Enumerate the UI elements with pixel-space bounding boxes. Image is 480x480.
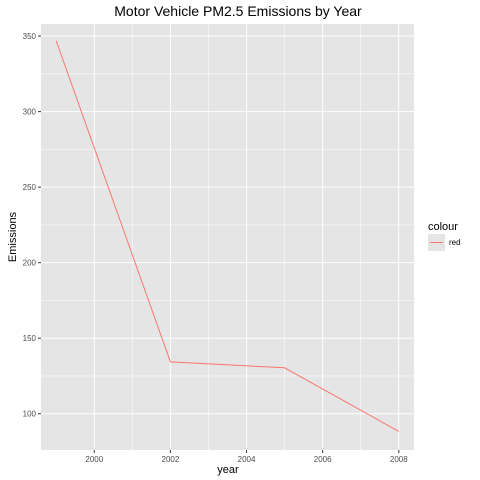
plot-panel <box>41 24 414 450</box>
x-tick-label: 2008 <box>390 455 408 464</box>
legend-label: red <box>449 238 461 247</box>
legend: colour red <box>428 221 461 251</box>
series-lines <box>55 40 400 432</box>
x-tick-label: 2000 <box>85 455 103 464</box>
x-tick-label: 2006 <box>314 455 332 464</box>
x-tick-label: 2004 <box>238 455 256 464</box>
y-tick-label: 150 <box>23 334 37 343</box>
y-tick-label: 100 <box>23 410 37 419</box>
y-axis-ticks: 100 150 200 250 300 350 <box>23 32 41 419</box>
y-tick-label: 200 <box>23 259 37 268</box>
legend-title: colour <box>428 221 458 233</box>
x-tick-label: 2002 <box>162 455 180 464</box>
series-line-red <box>55 40 400 432</box>
x-axis-title: year <box>217 464 239 476</box>
x-axis-ticks: 2000 2002 2004 2006 2008 <box>85 450 408 464</box>
y-tick-label: 350 <box>23 32 37 41</box>
minor-gridlines <box>41 24 414 450</box>
y-tick-label: 250 <box>23 183 37 192</box>
major-gridlines <box>41 24 414 450</box>
chart-title: Motor Vehicle PM2.5 Emissions by Year <box>114 3 362 19</box>
y-tick-label: 300 <box>23 108 37 117</box>
y-axis-title: Emissions <box>7 211 19 262</box>
